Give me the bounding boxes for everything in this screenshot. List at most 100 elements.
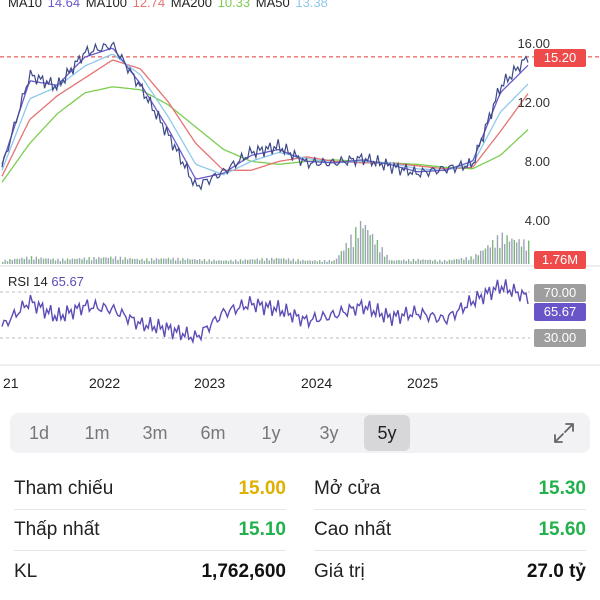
volume-bar bbox=[254, 259, 256, 264]
volume-bar bbox=[484, 248, 487, 264]
volume-bar bbox=[508, 241, 511, 264]
volume-bar bbox=[338, 255, 340, 264]
volume-bar bbox=[419, 260, 422, 264]
volume-bar bbox=[376, 239, 379, 264]
volume-bar bbox=[448, 259, 451, 264]
x-axis-label: 2024 bbox=[301, 375, 333, 391]
y-axis-label: 16.00 bbox=[517, 36, 550, 51]
volume-bar bbox=[333, 260, 335, 264]
volume-bar bbox=[371, 234, 374, 264]
volume-bar bbox=[489, 247, 491, 264]
ma100-value: 12.74 bbox=[132, 0, 166, 10]
volume-bar bbox=[186, 258, 189, 264]
volume-bar bbox=[263, 260, 266, 264]
volume-bar bbox=[496, 235, 499, 264]
volume-bar bbox=[513, 239, 515, 264]
volume-bar bbox=[410, 261, 412, 264]
volume-bar bbox=[326, 261, 328, 264]
volume-bar bbox=[299, 260, 302, 264]
volume-bar bbox=[518, 239, 520, 264]
volume-bar bbox=[499, 247, 501, 264]
x-axis-label: 21 bbox=[3, 375, 19, 391]
volume-bar bbox=[246, 259, 249, 264]
volume-bar bbox=[352, 247, 355, 264]
volume-bar bbox=[383, 256, 386, 264]
range-3m-button[interactable]: 3m bbox=[142, 423, 168, 443]
volume-bar bbox=[90, 260, 93, 264]
volume-bar bbox=[174, 260, 177, 264]
low-price-label: Thấp nhất bbox=[14, 519, 100, 540]
ma100-label: MA100 bbox=[85, 0, 127, 10]
volume-bar bbox=[350, 234, 352, 264]
volume-bar bbox=[148, 261, 150, 264]
volume-bar bbox=[477, 255, 479, 264]
ref-price-label: Tham chiếu bbox=[14, 478, 114, 499]
volume-bar bbox=[407, 259, 410, 264]
volume-bar bbox=[11, 259, 14, 264]
volume-bar bbox=[381, 247, 383, 264]
volume-bar bbox=[455, 259, 458, 264]
ma10-label: MA10 bbox=[8, 0, 42, 10]
volume-bar bbox=[165, 258, 167, 264]
volume-bar bbox=[93, 257, 95, 264]
high-price-label: Cao nhất bbox=[314, 519, 392, 540]
volume-bar bbox=[388, 260, 391, 264]
volume-bar bbox=[129, 258, 131, 264]
range-6m-button[interactable]: 6m bbox=[200, 423, 226, 443]
volume-bar bbox=[143, 260, 146, 264]
volume-bar bbox=[359, 220, 362, 264]
range-5y-button[interactable]: 5y bbox=[364, 415, 410, 451]
volume-bar bbox=[494, 247, 496, 264]
range-3y-button[interactable]: 3y bbox=[319, 423, 339, 443]
volume-bar bbox=[249, 259, 251, 264]
volume-bar bbox=[110, 256, 112, 264]
volume-bar bbox=[16, 258, 18, 264]
volume-bar bbox=[431, 260, 434, 264]
volume-bar bbox=[179, 260, 182, 264]
volume-bar bbox=[367, 230, 369, 264]
volume-bar bbox=[131, 258, 134, 264]
volume-bar bbox=[189, 259, 191, 264]
volume-bar bbox=[427, 260, 429, 264]
volume-bar bbox=[9, 259, 11, 264]
volume-bar bbox=[69, 259, 71, 264]
range-1d-button[interactable]: 1d bbox=[28, 423, 50, 443]
time-range-selector: 1d 1m 3m 6m 1y 3y 5y bbox=[10, 413, 590, 453]
volume-bar bbox=[417, 258, 419, 264]
volume-bar bbox=[47, 258, 50, 264]
volume-label: KL bbox=[14, 561, 38, 582]
volume-bar bbox=[196, 260, 198, 264]
current-price-tag: 15.20 bbox=[534, 49, 586, 67]
volume-bar bbox=[266, 257, 268, 264]
volume-bar bbox=[287, 258, 290, 264]
volume-bar bbox=[4, 259, 6, 264]
chart-canvas[interactable] bbox=[0, 0, 600, 400]
volume-bar bbox=[86, 260, 88, 264]
volume-bar bbox=[304, 260, 307, 264]
volume-bar bbox=[54, 260, 57, 264]
stat-ref-row: Tham chiếu 15.00 bbox=[14, 469, 286, 510]
volume-bar bbox=[78, 258, 81, 264]
volume-bar bbox=[2, 262, 4, 264]
stat-volume-row: KL 1,762,600 bbox=[14, 552, 286, 592]
price-chart[interactable]: MA10 14.64 MA100 12.74 MA200 10.33 MA50 … bbox=[0, 0, 600, 400]
ref-price-value: 15.00 bbox=[238, 478, 286, 499]
volume-bar bbox=[26, 256, 28, 264]
volume-bar bbox=[242, 260, 244, 264]
volume-bar bbox=[487, 245, 489, 264]
range-1m-button[interactable]: 1m bbox=[84, 423, 110, 443]
volume-bar bbox=[28, 259, 30, 264]
range-1y-button[interactable]: 1y bbox=[261, 423, 281, 443]
high-price-value: 15.60 bbox=[538, 519, 586, 540]
volume-bar bbox=[50, 259, 52, 264]
rsi-current-tag: 65.67 bbox=[534, 303, 586, 321]
volume-bar bbox=[88, 257, 90, 264]
volume-bar bbox=[222, 260, 225, 264]
volume-bar bbox=[400, 260, 403, 264]
expand-icon[interactable] bbox=[552, 421, 576, 445]
volume-bar bbox=[398, 260, 400, 264]
volume-bar bbox=[460, 258, 463, 264]
volume-bar bbox=[434, 259, 436, 264]
volume-bar bbox=[107, 257, 110, 264]
volume-bar bbox=[528, 240, 530, 264]
